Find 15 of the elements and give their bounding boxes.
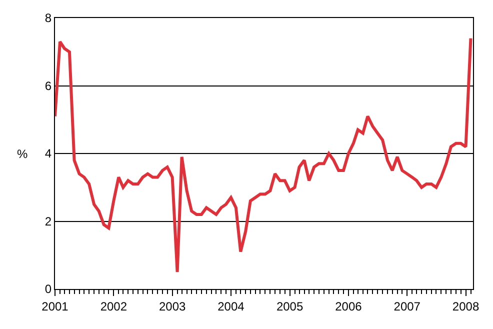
x-tick-label: 2006 (335, 299, 362, 314)
x-tick-label: 2002 (100, 299, 128, 314)
y-tick-label: 2 (44, 214, 52, 228)
x-tick-label: 2001 (42, 299, 69, 314)
y-tick-label: 6 (44, 78, 52, 93)
x-tick-label: 2007 (394, 299, 421, 314)
x-tick-label: 2008 (452, 299, 480, 314)
y-tick-label: 4 (44, 146, 52, 161)
line-series (55, 36, 472, 274)
x-tick-label: 2004 (218, 299, 245, 314)
y-axis-title: % (17, 147, 28, 161)
y-tick-label: 8 (44, 11, 52, 26)
x-tick-label: 2003 (158, 299, 186, 314)
x-tick-label: 2005 (276, 299, 304, 314)
y-tick-label: 0 (44, 282, 52, 296)
